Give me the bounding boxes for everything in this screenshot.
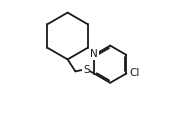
Text: S: S xyxy=(83,65,89,75)
Text: Cl: Cl xyxy=(129,69,139,78)
Text: N: N xyxy=(90,49,98,59)
